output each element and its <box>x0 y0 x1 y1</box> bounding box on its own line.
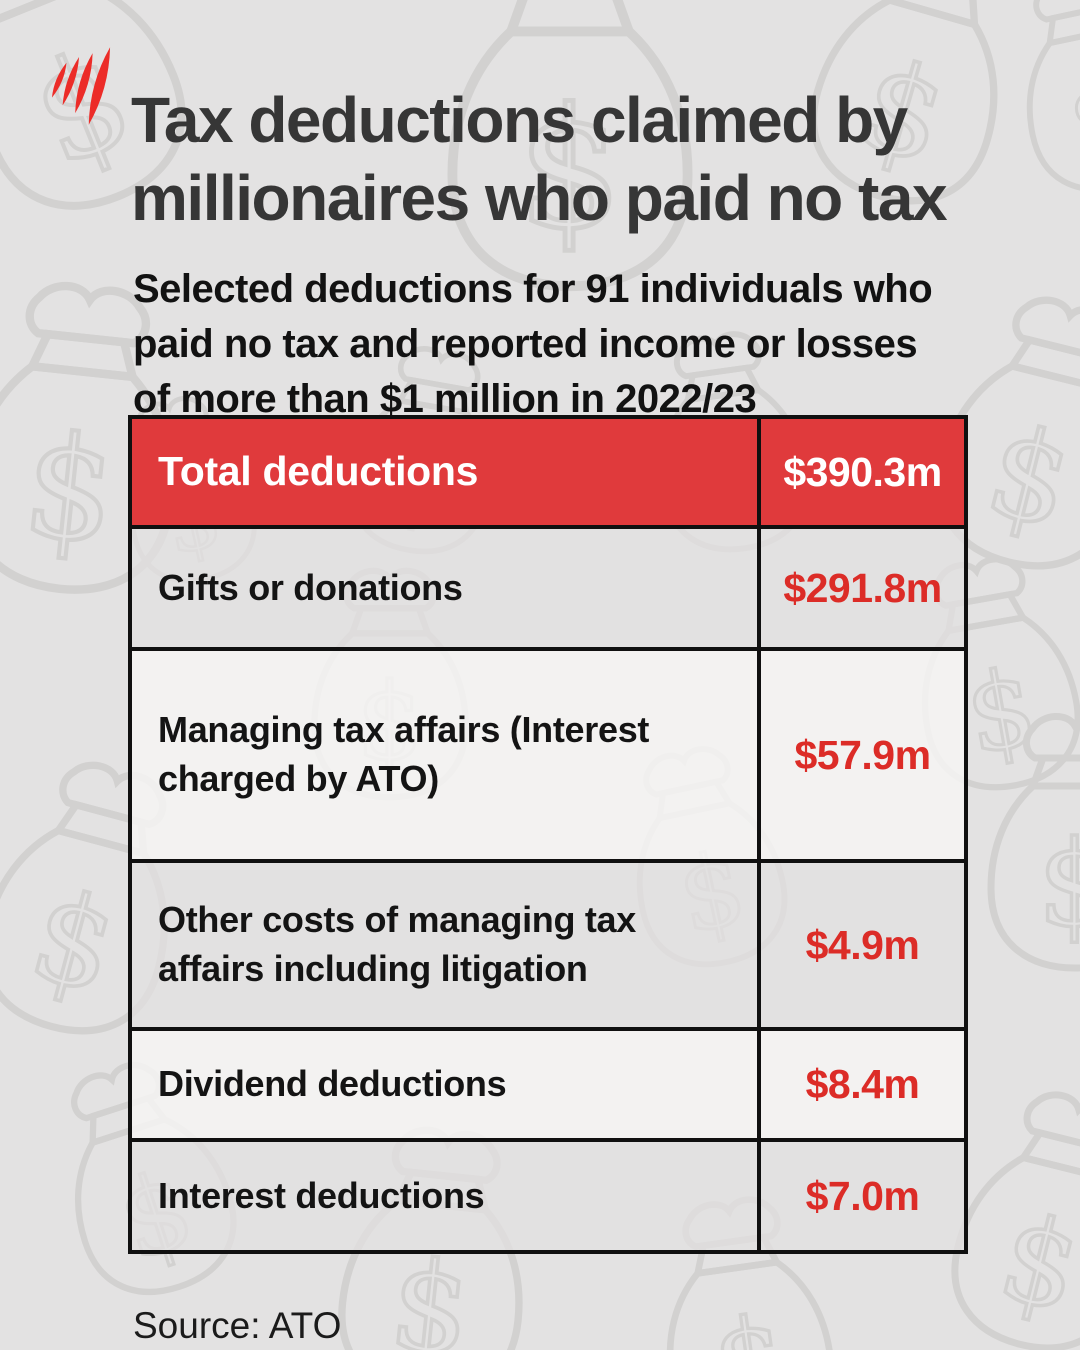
table-row: Dividend deductions $8.4m <box>132 1027 964 1138</box>
row-label: Gifts or donations <box>158 566 463 608</box>
table-row: Interest deductions $7.0m <box>132 1138 964 1250</box>
sbs-logo-icon <box>51 47 111 125</box>
row-label: Interest deductions <box>158 1174 485 1216</box>
table-header-value: $390.3m <box>757 419 964 525</box>
table-row: Managing tax affairs (Interest charged b… <box>132 647 964 859</box>
row-value: $8.4m <box>757 1031 964 1138</box>
row-value: $7.0m <box>757 1142 964 1250</box>
row-label: Dividend deductions <box>158 1063 507 1105</box>
row-label: Managing tax affairs (Interest charged b… <box>158 709 650 799</box>
deductions-table: Total deductions $390.3m Gifts or donati… <box>128 415 968 1254</box>
page-subtitle: Selected deductions for 91 individuals w… <box>133 267 933 422</box>
row-value: $57.9m <box>757 651 964 859</box>
table-header-label: Total deductions <box>158 448 479 495</box>
table-row: Other costs of managing tax affairs incl… <box>132 859 964 1027</box>
table-row: Gifts or donations $291.8m <box>132 525 964 647</box>
page-title: Tax deductions claimed by millionaires w… <box>131 83 948 234</box>
row-value: $4.9m <box>757 863 964 1027</box>
row-label: Other costs of managing tax affairs incl… <box>158 899 636 989</box>
table-header-row: Total deductions $390.3m <box>132 419 964 525</box>
row-value: $291.8m <box>757 529 964 647</box>
source-attribution: Source: ATO <box>133 1305 342 1346</box>
